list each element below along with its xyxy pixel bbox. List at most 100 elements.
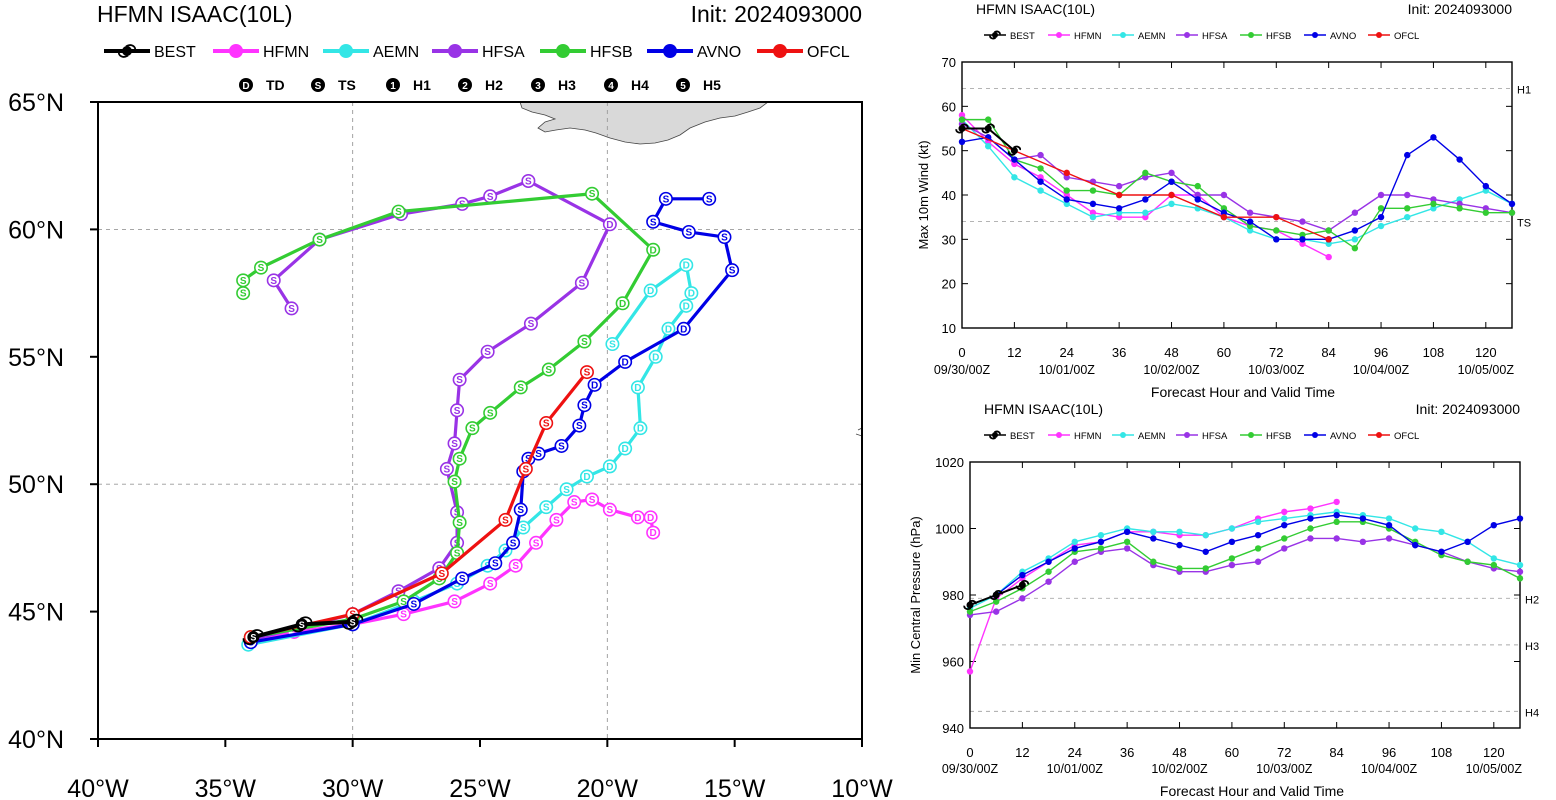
track-ytick-label: 55°N [8,344,64,372]
intensity-legend-td: D TD [239,77,285,93]
track-point-symbol: D [688,289,695,300]
best-track-point [242,629,264,645]
track-point-symbol: D [591,380,598,391]
track-legend-label: AEMN [373,44,419,61]
track-point: S [513,502,528,517]
wind-title-left: HFMN ISAAC(10L) [976,1,1095,17]
track-series-best: S S S [242,613,364,645]
track-point-symbol: S [438,569,445,580]
legend-marker [1312,32,1318,38]
track-point-symbol: S [523,464,530,475]
track-point-symbol: S [563,485,570,496]
data-point [1456,196,1463,203]
data-point [958,112,966,119]
legend-label: OFCL [1394,431,1419,442]
data-point [1220,205,1228,212]
threshold-label-h4: H4 [1525,707,1539,719]
data-point [1273,236,1280,243]
track-point: S [572,418,587,433]
track-point: S [483,405,498,420]
track-point: S [554,438,569,453]
track-point-symbol: S [663,194,670,205]
data-point [1281,535,1288,542]
data-point [1273,227,1280,234]
best-hurricane-icon [117,44,137,58]
data-point [1097,538,1105,545]
data-point [1037,187,1044,194]
data-point [1168,178,1175,185]
data-point [1089,187,1097,194]
intensity-symbol: 2 [462,81,468,92]
track-point-symbol: S [510,538,517,549]
data-point [1385,515,1393,522]
track-point: D [676,321,691,336]
track-point-symbol: S [487,192,494,203]
intensity-label: TD [266,77,285,93]
track-point-symbol: S [729,266,736,277]
legend-marker [1120,432,1126,438]
pressure-plot: H2 H3 H4 0 12 24 36 48 60 72 84 96 108 120 09/30/00Z 10… [935,455,1539,776]
threshold-label-h1: H1 [1517,85,1531,97]
data-point [1377,191,1385,199]
data-point [1142,209,1149,216]
track-point-symbol: S [553,515,560,526]
series-line-hfmn [961,114,1329,258]
intensity-label: H4 [631,77,649,93]
data-point [1404,205,1411,212]
track-legend-item-best: BEST [104,44,196,61]
legend-marker [1120,32,1126,38]
track-legend-item-hfmn: HFMN [213,44,309,61]
track-point: S [483,189,498,204]
track-point-symbol: S [533,538,540,549]
track-ytick-label: 60°N [8,216,64,244]
legend-label: HFSB [1266,31,1291,42]
data-point [1202,531,1209,539]
data-point [1430,134,1437,141]
xtick-label: 48 [1164,345,1178,360]
data-point [1123,528,1131,536]
data-point [1097,531,1105,539]
track-point: S [480,344,495,359]
data-point [1359,515,1367,522]
intensity-label: TS [338,77,356,93]
track-point: S [483,576,498,591]
data-point [1045,558,1052,565]
data-point [1325,240,1332,247]
data-point [1490,521,1498,529]
legend-item-hfmn: HFMN [1048,431,1102,442]
track-point: S [455,571,470,586]
ytick-label: 70 [942,55,956,70]
track-point: S [585,492,600,507]
track-point: S [605,337,620,352]
track-point-symbol: S [400,597,407,608]
track-point-symbol: S [576,421,583,432]
track-point-symbol: D [647,513,654,524]
track-point-symbol: S [410,599,417,610]
track-line-avno [250,197,734,644]
track-point-symbol: S [451,439,458,450]
data-point [1430,196,1437,203]
track-point: S [658,191,673,206]
track-point-symbol: S [520,523,527,534]
data-point [984,116,992,123]
data-point [1430,205,1437,212]
intensity-label: H5 [703,77,721,93]
track-point: S [236,273,251,288]
best-track-point [291,616,313,633]
track-point: S [513,380,528,395]
threshold-label-h2: H2 [1525,594,1539,606]
data-point [1011,160,1018,168]
data-point [1246,222,1254,230]
series-best [963,580,1029,610]
series-line-hfsa [969,537,1521,616]
data-point [1307,535,1314,542]
data-point [958,116,966,123]
track-xtick-label: 15°W [704,775,766,800]
data-point [1281,508,1288,516]
legend-item-aemn: AEMN [1112,31,1166,42]
legend-marker [663,44,677,58]
track-point-symbol: D [622,444,629,455]
